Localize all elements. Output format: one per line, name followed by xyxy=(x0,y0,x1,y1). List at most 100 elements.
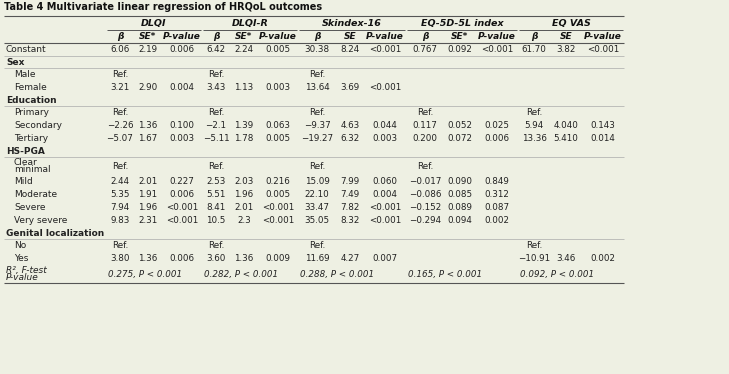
Text: <0.001: <0.001 xyxy=(166,216,198,225)
Text: 6.32: 6.32 xyxy=(340,134,359,143)
Text: 8.24: 8.24 xyxy=(340,45,359,54)
Text: −0.152: −0.152 xyxy=(409,203,441,212)
Text: 0.092, P < 0.001: 0.092, P < 0.001 xyxy=(520,270,594,279)
Text: 0.014: 0.014 xyxy=(590,134,615,143)
Text: 1.36: 1.36 xyxy=(139,254,157,263)
Text: 22.10: 22.10 xyxy=(305,190,330,199)
Text: 11.69: 11.69 xyxy=(305,254,330,263)
Text: Ref.: Ref. xyxy=(417,162,433,171)
Text: DLQI: DLQI xyxy=(141,18,167,28)
Text: Ref.: Ref. xyxy=(112,162,128,171)
Text: Ref.: Ref. xyxy=(208,241,224,250)
Text: 5.35: 5.35 xyxy=(110,190,130,199)
Text: 0.003: 0.003 xyxy=(169,134,195,143)
Text: 0.009: 0.009 xyxy=(265,254,290,263)
Text: 0.072: 0.072 xyxy=(448,134,472,143)
Text: 0.767: 0.767 xyxy=(413,45,437,54)
Text: −0.086: −0.086 xyxy=(409,190,441,199)
Text: 0.085: 0.085 xyxy=(448,190,472,199)
Text: Education: Education xyxy=(6,95,57,104)
Text: 2.44: 2.44 xyxy=(110,177,130,186)
Text: Female: Female xyxy=(14,83,47,92)
Text: 5.94: 5.94 xyxy=(524,121,544,130)
Text: Ref.: Ref. xyxy=(208,70,224,79)
Text: Ref.: Ref. xyxy=(309,241,325,250)
Text: HS-PGA: HS-PGA xyxy=(6,147,45,156)
Text: 4.27: 4.27 xyxy=(340,254,359,263)
Text: 35.05: 35.05 xyxy=(305,216,330,225)
Text: 4.63: 4.63 xyxy=(340,121,359,130)
Text: Table 4 Multivariate linear regression of HRQoL outcomes: Table 4 Multivariate linear regression o… xyxy=(4,2,322,12)
Text: 30.38: 30.38 xyxy=(305,45,330,54)
Text: β: β xyxy=(313,32,320,41)
Text: 2.90: 2.90 xyxy=(139,83,157,92)
Text: Severe: Severe xyxy=(14,203,45,212)
Text: 0.006: 0.006 xyxy=(170,190,195,199)
Text: 0.005: 0.005 xyxy=(265,45,291,54)
Text: 3.60: 3.60 xyxy=(206,254,226,263)
Text: −5.07: −5.07 xyxy=(106,134,133,143)
Text: 0.288, P < 0.001: 0.288, P < 0.001 xyxy=(300,270,374,279)
Text: −0.017: −0.017 xyxy=(409,177,441,186)
Text: 0.143: 0.143 xyxy=(590,121,615,130)
Text: 0.005: 0.005 xyxy=(265,190,291,199)
Text: Genital localization: Genital localization xyxy=(6,229,104,237)
Text: 0.200: 0.200 xyxy=(413,134,437,143)
Text: −2.26: −2.26 xyxy=(106,121,133,130)
Text: <0.001: <0.001 xyxy=(369,203,401,212)
Text: 0.282, P < 0.001: 0.282, P < 0.001 xyxy=(204,270,278,279)
Text: 0.052: 0.052 xyxy=(448,121,472,130)
Text: 1.78: 1.78 xyxy=(234,134,254,143)
Text: minimal: minimal xyxy=(14,165,50,174)
Text: Skindex-16: Skindex-16 xyxy=(322,18,382,28)
Text: Ref.: Ref. xyxy=(112,108,128,117)
Text: 0.006: 0.006 xyxy=(170,254,195,263)
Text: <0.001: <0.001 xyxy=(369,45,401,54)
Text: <0.001: <0.001 xyxy=(262,216,294,225)
Text: SE: SE xyxy=(560,32,572,41)
Text: 0.092: 0.092 xyxy=(448,45,472,54)
Text: Ref.: Ref. xyxy=(112,241,128,250)
Text: 0.002: 0.002 xyxy=(590,254,615,263)
Text: Tertiary: Tertiary xyxy=(14,134,48,143)
Text: 0.094: 0.094 xyxy=(448,216,472,225)
Text: 1.39: 1.39 xyxy=(235,121,254,130)
Text: 0.025: 0.025 xyxy=(485,121,510,130)
Text: −0.294: −0.294 xyxy=(409,216,441,225)
Text: 3.46: 3.46 xyxy=(556,254,576,263)
Text: 15.09: 15.09 xyxy=(305,177,330,186)
Text: <0.001: <0.001 xyxy=(587,45,619,54)
Text: 0.044: 0.044 xyxy=(373,121,397,130)
Text: <0.001: <0.001 xyxy=(369,216,401,225)
Text: R², F-test: R², F-test xyxy=(6,266,47,275)
Text: SE*: SE* xyxy=(451,32,469,41)
Bar xyxy=(4,16,624,283)
Text: 1.96: 1.96 xyxy=(139,203,157,212)
Text: 0.275, P < 0.001: 0.275, P < 0.001 xyxy=(108,270,182,279)
Text: 2.31: 2.31 xyxy=(139,216,157,225)
Text: 3.69: 3.69 xyxy=(340,83,359,92)
Text: 0.004: 0.004 xyxy=(170,83,195,92)
Text: 61.70: 61.70 xyxy=(521,45,547,54)
Text: Mild: Mild xyxy=(14,177,33,186)
Text: 0.090: 0.090 xyxy=(448,177,472,186)
Text: 3.21: 3.21 xyxy=(110,83,130,92)
Text: 3.43: 3.43 xyxy=(206,83,226,92)
Text: 0.003: 0.003 xyxy=(265,83,291,92)
Text: 0.006: 0.006 xyxy=(485,134,510,143)
Text: Very severe: Very severe xyxy=(14,216,67,225)
Text: Male: Male xyxy=(14,70,36,79)
Text: −5.11: −5.11 xyxy=(203,134,230,143)
Text: β: β xyxy=(531,32,537,41)
Text: <0.001: <0.001 xyxy=(369,83,401,92)
Text: 0.216: 0.216 xyxy=(265,177,290,186)
Text: 1.96: 1.96 xyxy=(235,190,254,199)
Text: P-value: P-value xyxy=(478,32,516,41)
Text: EQ VAS: EQ VAS xyxy=(552,18,590,28)
Text: 2.24: 2.24 xyxy=(235,45,254,54)
Text: Ref.: Ref. xyxy=(526,241,542,250)
Text: Secondary: Secondary xyxy=(14,121,62,130)
Text: 0.007: 0.007 xyxy=(373,254,397,263)
Text: EQ-5D-5L index: EQ-5D-5L index xyxy=(421,18,503,28)
Text: −19.27: −19.27 xyxy=(301,134,333,143)
